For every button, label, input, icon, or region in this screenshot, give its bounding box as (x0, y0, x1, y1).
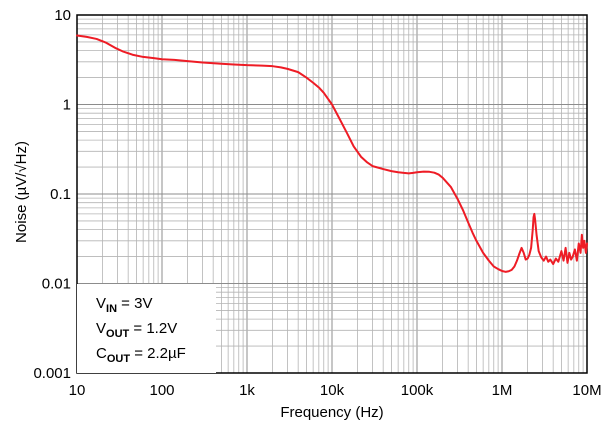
plot-border (76, 14, 588, 374)
condition-line: VIN = 3V (96, 295, 152, 315)
plot-frame (76, 14, 588, 374)
x-tick-label: 100k (401, 382, 434, 399)
y-tick-labels: 10 1 0.1 0.01 0.001 (33, 7, 71, 382)
y-tick-label: 10 (54, 7, 71, 24)
series-layer (76, 34, 588, 273)
x-axis-title: Frequency (Hz) (280, 404, 383, 421)
condition-line: COUT = 2.2µF (96, 345, 186, 365)
condition-line: VOUT = 1.2V (96, 320, 177, 340)
x-tick-label: 100 (149, 382, 174, 399)
y-tick-label: 0.1 (50, 186, 71, 203)
x-tick-labels: 10 100 1k 10k 100k 1M 10M (69, 382, 602, 399)
x-tick-label: 1M (492, 382, 513, 399)
y-tick-label: 0.001 (33, 365, 71, 382)
noise-series-line (76, 34, 588, 273)
x-tick-label: 10k (320, 382, 345, 399)
condition-box-background (77, 284, 216, 373)
y-tick-label: 1 (63, 97, 71, 114)
condition-box: VIN = 3V VOUT = 1.2V COUT = 2.2µF (77, 284, 216, 373)
x-tick-label: 1k (239, 382, 255, 399)
x-tick-label: 10M (572, 382, 601, 399)
y-axis-title: Noise (µV/√Hz) (13, 141, 30, 243)
y-tick-label: 0.01 (42, 276, 71, 293)
x-tick-label: 10 (69, 382, 86, 399)
